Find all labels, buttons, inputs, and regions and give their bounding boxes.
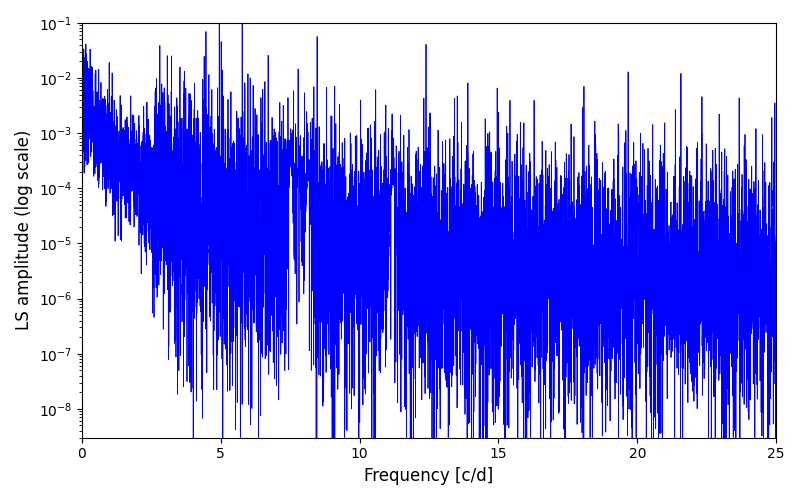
Y-axis label: LS amplitude (log scale): LS amplitude (log scale) [15, 130, 33, 330]
X-axis label: Frequency [c/d]: Frequency [c/d] [364, 467, 494, 485]
